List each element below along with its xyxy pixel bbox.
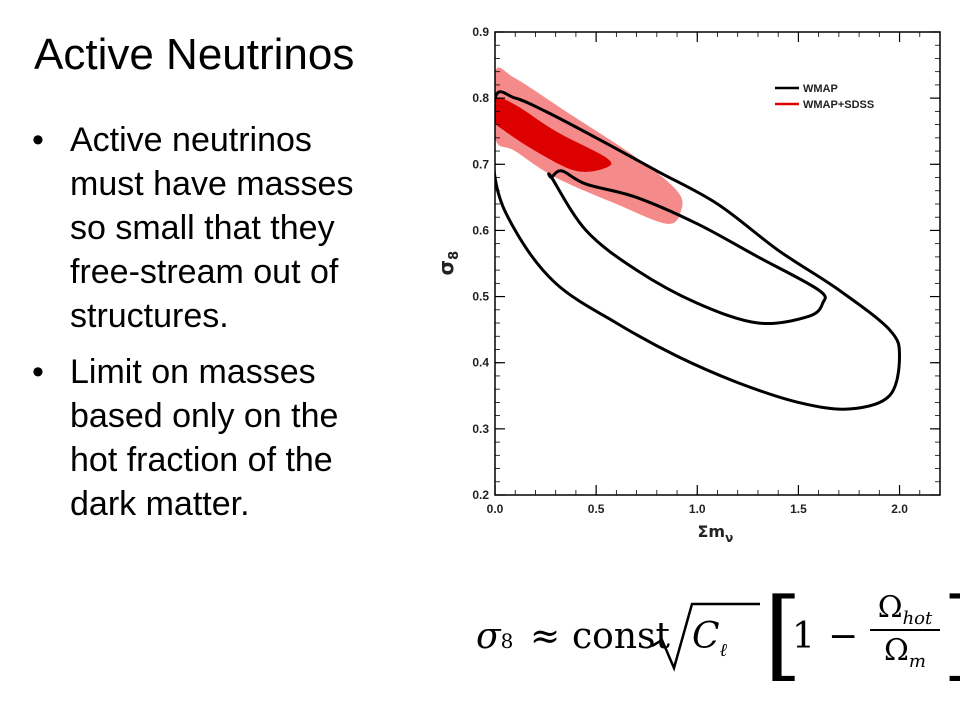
formula-sigma: σ8 [476,616,514,657]
sigma8-formula: σ8 ≈ const Cℓ [ 1 − Ωhot Ωm ] 3 [472,580,960,698]
formula-approx: ≈ [530,616,561,657]
wmap-sdss-contour-95 [495,67,683,224]
y-tick-label: 0.3 [472,422,489,436]
wmap-contour-95 [495,90,902,411]
x-tick-label: 2.0 [891,502,908,516]
legend-label: WMAP [803,83,838,95]
y-tick-label: 0.8 [472,91,489,105]
y-tick-label: 0.6 [472,223,489,237]
formula-one: 1 [792,616,815,657]
bullet-item: • Limit on masses based only on the hot … [30,350,390,526]
x-axis-label: Σmν [698,522,734,545]
bullet-dot: • [32,121,44,159]
y-tick-label: 0.4 [472,356,489,370]
y-tick-label: 0.2 [472,488,489,502]
y-axis-label: σ8 [434,251,462,276]
x-tick-label: 0.5 [588,502,605,516]
fraction-denominator: Ωm [870,629,940,672]
left-bracket: [ [764,578,803,692]
bullet-dot: • [32,353,44,391]
wmap-contour-68 [547,169,827,325]
bullet-text: Active neutrinos must have masses so sma… [70,121,354,335]
x-tick-label: 1.0 [689,502,706,516]
contour-chart: 0.2 0.3 0.4 0.5 0.6 0.7 0.8 0.9 0.0 0.5 1.0 1.5 2.0 Σ… [434,25,941,545]
sqrt-sign [651,602,760,672]
right-bracket: ] [942,580,960,690]
slide-title: Active Neutrinos [34,30,355,79]
formula-const: const [572,616,670,657]
x-tick-label: 1.5 [790,502,807,516]
y-tick-label: 0.7 [472,157,489,171]
formula-fraction: Ωhot Ωm [870,590,940,672]
wmap-sdss-contour-68 [495,97,612,172]
bullet-text: Limit on masses based only on the hot fr… [70,353,339,523]
contour-layer [495,67,902,411]
y-tick-label: 0.5 [472,290,489,304]
bullet-item: • Active neutrinos must have masses so s… [30,118,390,338]
legend-label: WMAP+SDSS [803,99,874,111]
formula-minus: − [828,616,859,657]
x-tick-label: 0.0 [487,502,504,516]
fraction-numerator: Ωhot [877,590,933,629]
y-tick-label: 0.9 [472,25,489,39]
formula-cl: Cℓ [692,616,728,662]
bullet-list: • Active neutrinos must have masses so s… [30,118,390,538]
